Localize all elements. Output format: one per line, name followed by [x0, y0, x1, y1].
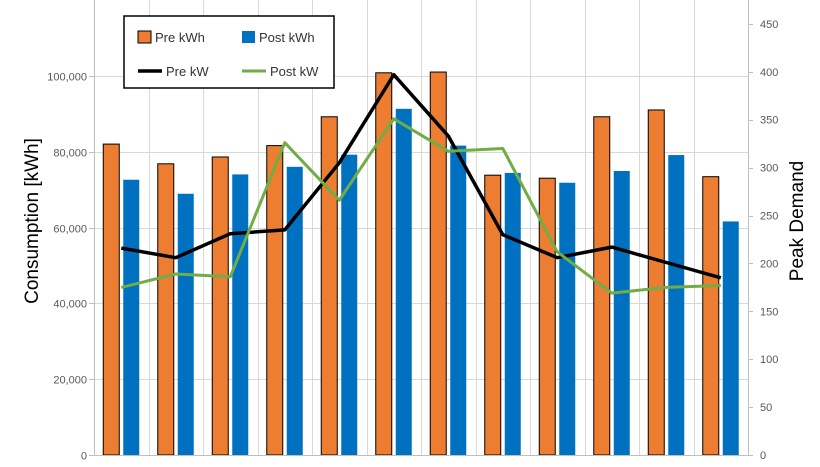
legend: Pre kWh Post kWh Pre kW Post kW: [123, 15, 335, 89]
bar-post-kwh: [504, 172, 521, 455]
y2-tick-label: 250: [760, 211, 778, 223]
bar-pre-kwh: [211, 156, 229, 456]
y2-tick-label: 350: [760, 115, 778, 127]
legend-box: [123, 15, 335, 89]
legend-label-post-kw: Post kW: [270, 64, 319, 79]
legend-swatch-post-kwh: [242, 31, 255, 43]
bar-series-group: [102, 71, 739, 456]
y2-tick-label: 0: [760, 450, 766, 462]
bar-post-kwh: [232, 174, 249, 455]
line-pre-kw: [120, 72, 722, 280]
y2-tick-label: 400: [760, 67, 778, 79]
bar-post-kwh: [722, 221, 739, 455]
legend-swatch-pre-kwh: [137, 30, 152, 44]
y-tick-label: 60,000: [53, 224, 87, 236]
bar-post-kwh: [286, 166, 303, 456]
bar-pre-kwh: [102, 143, 120, 456]
bar-pre-kwh: [647, 109, 665, 456]
y-axis-title: Consumption [kWh]: [22, 138, 43, 304]
legend-label-pre-kwh: Pre kWh: [155, 30, 205, 45]
bar-post-kwh: [559, 182, 576, 455]
bar-pre-kwh: [157, 163, 175, 456]
bar-post-kwh: [613, 171, 630, 456]
y2-tick-label: 200: [760, 258, 778, 270]
y2-tick-label: 300: [760, 163, 778, 175]
bar-post-kwh: [395, 108, 412, 455]
bar-pre-kwh: [702, 176, 720, 456]
legend-label-pre-kw: Pre kW: [166, 64, 209, 79]
bar-pre-kwh: [266, 145, 284, 456]
axes: 0 20,000 40,000 60,000 80,000 100,000 0 50 100 15…: [47, 0, 778, 463]
y-tick-label: 20,000: [53, 375, 87, 387]
bar-post-kwh: [177, 193, 194, 456]
y2-tick-label: 100: [760, 354, 778, 366]
bar-post-kwh: [668, 155, 685, 455]
y2-tick-label: 450: [760, 19, 778, 31]
bar-post-kwh: [341, 154, 358, 455]
bar-post-kwh: [450, 145, 467, 455]
y-tick-label: 100,000: [47, 72, 87, 84]
legend-label-post-kwh: Post kWh: [259, 30, 315, 45]
bar-post-kwh: [123, 179, 140, 455]
y2-tick-label: 150: [760, 306, 778, 318]
y2-tick-label: 50: [760, 402, 772, 414]
line-series-group: [120, 72, 722, 295]
bar-pre-kwh: [375, 72, 393, 456]
y-tick-label: 0: [81, 451, 87, 463]
y2-axis-title: Peak Demand: [787, 161, 808, 281]
y-tick-label: 80,000: [53, 148, 87, 160]
y-tick-label: 40,000: [53, 299, 87, 311]
line-post-kw: [120, 117, 721, 295]
